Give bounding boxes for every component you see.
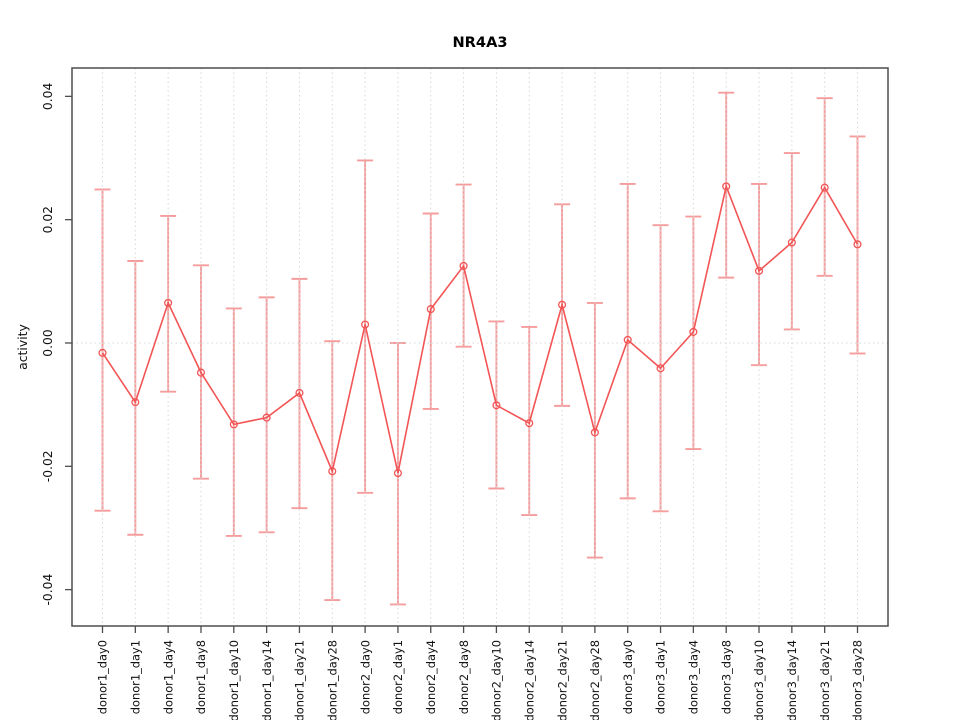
data-point-marker bbox=[722, 182, 731, 191]
x-tick-label: donor3_day10 bbox=[752, 640, 766, 720]
data-point-marker bbox=[361, 320, 370, 329]
grid-layer bbox=[72, 68, 888, 626]
data-point-marker bbox=[328, 467, 337, 476]
x-tick-label: donor1_day1 bbox=[129, 640, 143, 714]
data-point-marker bbox=[820, 183, 829, 192]
data-point-marker bbox=[525, 419, 534, 428]
y-axis-title: activity bbox=[15, 324, 30, 370]
y-tick-label: 0.02 bbox=[41, 206, 55, 233]
x-tick-label: donor2_day0 bbox=[358, 640, 372, 714]
x-tick-label: donor3_day14 bbox=[785, 640, 799, 720]
x-tick-label: donor3_day28 bbox=[851, 640, 865, 720]
x-tick-label: donor2_day10 bbox=[490, 640, 504, 720]
x-tick-label: donor1_day28 bbox=[325, 640, 339, 720]
x-tick-label: donor2_day4 bbox=[424, 640, 438, 714]
data-point-marker bbox=[131, 398, 140, 407]
x-tick-label: donor2_day1 bbox=[391, 640, 405, 714]
y-tick-label: -0.02 bbox=[41, 450, 55, 482]
error-bars-layer bbox=[94, 91, 866, 606]
x-tick-label: donor1_day10 bbox=[227, 640, 241, 720]
x-tick-label: donor1_day4 bbox=[161, 640, 175, 714]
data-point-marker bbox=[426, 305, 435, 314]
x-tick-label: donor2_day8 bbox=[457, 640, 471, 714]
data-point-marker bbox=[558, 300, 567, 309]
data-point-marker bbox=[590, 428, 599, 437]
data-point-marker bbox=[262, 413, 271, 422]
x-tick-label: donor2_day28 bbox=[588, 640, 602, 720]
y-axis: -0.04 -0.02 0.00 0.02 0.04 bbox=[41, 83, 72, 606]
data-point-marker bbox=[164, 298, 173, 307]
x-tick-label: donor1_day0 bbox=[96, 640, 110, 714]
x-axis: donor1_day0 donor1_day1 donor1_day4 donor1_… bbox=[96, 626, 865, 720]
data-point-marker bbox=[656, 364, 665, 373]
x-tick-label: donor1_day21 bbox=[293, 640, 307, 720]
x-tick-label: donor3_day8 bbox=[719, 640, 733, 714]
data-point-marker bbox=[459, 261, 468, 270]
data-point-marker bbox=[787, 238, 796, 247]
series-line bbox=[101, 183, 859, 474]
data-point-marker bbox=[229, 420, 238, 429]
data-point-marker bbox=[196, 368, 206, 377]
data-point-marker bbox=[98, 348, 107, 357]
y-tick-label: 0.00 bbox=[41, 329, 55, 356]
y-tick-label: 0.04 bbox=[41, 83, 55, 111]
data-point-marker bbox=[295, 388, 304, 397]
x-tick-label: donor1_day14 bbox=[260, 640, 274, 720]
data-point-marker bbox=[393, 469, 402, 478]
y-tick-label: -0.04 bbox=[41, 574, 55, 606]
x-tick-label: donor2_day14 bbox=[522, 640, 536, 720]
chart-title: NR4A3 bbox=[452, 34, 507, 51]
data-point-marker bbox=[754, 266, 764, 275]
plot-box bbox=[71, 67, 889, 627]
x-tick-label: donor3_day1 bbox=[654, 640, 668, 714]
x-tick-label: donor2_day21 bbox=[555, 640, 569, 720]
x-tick-label: donor3_day4 bbox=[687, 640, 701, 714]
data-point-marker bbox=[623, 335, 632, 344]
x-tick-label: donor3_day0 bbox=[621, 640, 635, 714]
x-tick-label: donor3_day21 bbox=[818, 640, 832, 720]
data-point-marker bbox=[492, 401, 501, 410]
data-point-marker bbox=[853, 240, 862, 249]
data-point-marker bbox=[689, 327, 698, 336]
markers-layer bbox=[98, 182, 862, 478]
x-tick-label: donor1_day8 bbox=[194, 640, 208, 714]
